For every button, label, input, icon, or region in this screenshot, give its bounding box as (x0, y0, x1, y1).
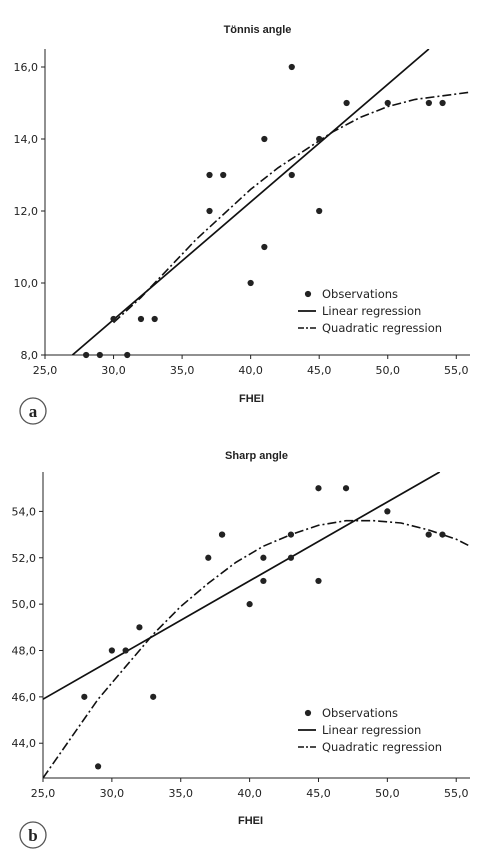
observation-point (260, 554, 267, 561)
quadratic-regression-curve (43, 519, 470, 778)
observation-point (384, 508, 391, 515)
y-tick-label: 12,0 (14, 205, 39, 218)
observation-point (316, 207, 323, 215)
x-tick-label: 30,0 (100, 787, 125, 800)
observation-point (206, 171, 213, 179)
observation-point (261, 135, 268, 143)
chart-title: Tönnis angle (224, 24, 292, 36)
observation-point (342, 485, 350, 492)
observation-point (425, 99, 432, 107)
x-tick-label: 50,0 (375, 787, 400, 800)
x-tick-label: 50,0 (375, 364, 400, 377)
y-tick-label: 52,0 (12, 552, 37, 565)
y-tick-label: 54,0 (12, 505, 37, 518)
y-tick-label: 44,0 (12, 737, 37, 750)
y-tick-label: 10,0 (14, 277, 39, 290)
observation-point (287, 531, 295, 538)
legend-label: Quadratic regression (322, 321, 442, 335)
x-tick-label: 40,0 (238, 364, 263, 377)
y-tick-label: 16,0 (14, 61, 39, 74)
panel-label: a (29, 402, 38, 421)
observation-point (384, 99, 391, 107)
panel-label-badge (19, 397, 47, 425)
legend-label: Observations (322, 706, 398, 720)
chart-panel-a: Tönnis angle 8,0 10,0 12,0 14,0 16,0 25,0 30,0 3… (14, 24, 470, 425)
observation-point (439, 99, 446, 107)
x-tick-label: 55,0 (444, 364, 469, 377)
x-tick-label: 25,0 (31, 787, 56, 800)
observation-point (151, 315, 158, 323)
y-tick-label: 50,0 (12, 598, 37, 611)
y-tick-label: 46,0 (12, 691, 37, 704)
observation-point (288, 171, 295, 179)
legend-label: Linear regression (322, 723, 421, 737)
observation-point (124, 351, 131, 359)
sharp-angle-chart: Sharp angle 44,0 46,0 48,0 50,0 52,0 54,0 25,0 3… (12, 450, 470, 849)
legend-label: Observations (322, 287, 398, 301)
chart-panel-b: Sharp angle 44,0 46,0 48,0 50,0 52,0 54,0 25,0 3… (0, 430, 491, 860)
legend-label: Quadratic regression (322, 740, 442, 754)
panel-label: b (28, 826, 37, 845)
x-axis-label: FHEI (239, 393, 264, 405)
observation-point (218, 531, 226, 538)
observation-point (83, 351, 90, 359)
legend: Observations Linear regression Quadratic r… (298, 287, 442, 335)
legend-label: Linear regression (322, 304, 421, 318)
x-tick-label: 35,0 (168, 787, 193, 800)
observation-point (96, 351, 103, 359)
observation-point (315, 485, 322, 492)
tonnis-angle-chart: Tönnis angle 8,0 10,0 12,0 14,0 16,0 25,0 30,0 3… (14, 24, 470, 425)
observation-point (343, 99, 350, 107)
y-tick-label: 14,0 (14, 133, 39, 146)
observation-point (287, 554, 295, 561)
x-tick-label: 45,0 (307, 364, 332, 377)
observation-point (247, 279, 254, 287)
observation-point (246, 601, 253, 608)
observation-point (81, 693, 88, 700)
observation-point (316, 135, 323, 143)
x-tick-label: 45,0 (306, 787, 331, 800)
observation-point (94, 763, 102, 770)
x-tick-label: 35,0 (170, 364, 195, 377)
observation-point (425, 531, 432, 538)
observation-point (288, 63, 295, 71)
observation-point (137, 315, 145, 323)
observation-point (205, 554, 212, 561)
observation-point (108, 647, 115, 654)
observation-point (439, 531, 446, 538)
chart-title: Sharp angle (225, 450, 288, 462)
x-axis-label: FHEI (238, 815, 263, 827)
linear-regression-line (43, 472, 441, 700)
y-tick-label: 8,0 (21, 349, 39, 362)
x-tick-label: 55,0 (444, 787, 469, 800)
legend-observation-marker (304, 709, 312, 717)
linear-regression-line (71, 49, 430, 355)
legend: Observations Linear regression Quadratic r… (298, 706, 442, 754)
legend-observation-marker (304, 290, 312, 298)
y-tick-label: 48,0 (12, 645, 37, 658)
observation-point (150, 693, 157, 700)
x-tick-label: 40,0 (237, 787, 262, 800)
panel-label-badge (19, 821, 47, 849)
observation-point (206, 207, 213, 215)
observation-point (110, 315, 117, 323)
observation-point (136, 624, 143, 631)
observation-point (260, 577, 267, 585)
quadratic-regression-curve (112, 91, 470, 324)
observation-point (122, 647, 129, 654)
x-tick-label: 30,0 (101, 364, 126, 377)
observation-point (261, 243, 268, 251)
x-tick-label: 25,0 (33, 364, 58, 377)
observation-point (220, 171, 227, 179)
observation-point (315, 577, 322, 585)
